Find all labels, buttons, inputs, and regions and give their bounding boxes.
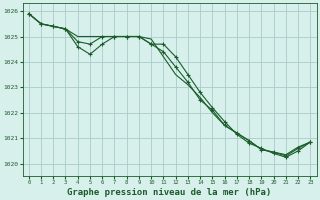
X-axis label: Graphe pression niveau de la mer (hPa): Graphe pression niveau de la mer (hPa) xyxy=(68,188,272,197)
